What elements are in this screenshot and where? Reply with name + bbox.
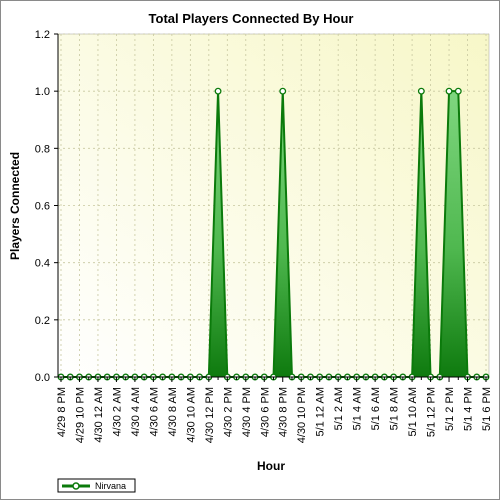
chart-title: Total Players Connected By Hour xyxy=(149,11,354,26)
x-axis-title: Hour xyxy=(257,459,285,473)
y-axis-title: Players Connected xyxy=(8,152,22,260)
x-tick-label: 5/1 12 AM xyxy=(315,387,327,437)
data-point-marker xyxy=(214,87,222,95)
y-axis-ticks: 0.0 0.2 0.4 0.6 0.8 1.0 1.2 xyxy=(35,29,58,384)
x-tick-label: 4/30 4 PM xyxy=(241,387,253,437)
x-tick-label: 4/30 2 AM xyxy=(111,387,123,437)
x-tick-label: 5/1 8 AM xyxy=(389,387,401,430)
y-tick-label: 0.4 xyxy=(35,258,50,270)
x-tick-label: 4/29 10 PM xyxy=(74,387,86,443)
x-tick-label: 4/29 8 PM xyxy=(56,387,68,437)
x-tick-label: 4/30 8 AM xyxy=(167,387,179,437)
y-tick-label: 1.2 xyxy=(35,29,50,41)
data-point-marker xyxy=(445,87,453,95)
x-tick-label: 4/30 10 AM xyxy=(185,387,197,443)
legend-swatch-marker xyxy=(72,482,80,490)
data-point-marker xyxy=(454,87,462,95)
series-area-fill xyxy=(61,91,486,378)
x-tick-label: 4/30 6 PM xyxy=(259,387,271,437)
x-tick-label: 5/1 10 AM xyxy=(407,387,419,437)
x-tick-label: 5/1 4 PM xyxy=(463,387,475,431)
y-tick-label: 0.8 xyxy=(35,143,50,155)
legend: Nirvana xyxy=(57,478,136,493)
x-tick-label: 4/30 12 AM xyxy=(93,387,105,443)
legend-label: Nirvana xyxy=(95,481,126,491)
x-tick-label: 5/1 12 PM xyxy=(426,387,438,437)
x-tick-label: 4/30 2 PM xyxy=(222,387,234,437)
y-tick-label: 0.6 xyxy=(35,201,50,213)
y-tick-label: 0.2 xyxy=(35,315,50,327)
x-tick-label: 5/1 6 PM xyxy=(481,387,493,431)
x-tick-label: 5/1 6 AM xyxy=(370,387,382,430)
y-tick-label: 0.0 xyxy=(35,372,50,384)
data-point-marker xyxy=(417,87,425,95)
y-tick-label: 1.0 xyxy=(35,86,50,98)
x-tick-label: 5/1 4 AM xyxy=(352,387,364,430)
x-tick-label: 4/30 12 PM xyxy=(204,387,216,443)
x-tick-label: 4/30 6 AM xyxy=(148,387,160,437)
data-point-marker xyxy=(279,87,287,95)
x-tick-label: 4/30 4 AM xyxy=(130,387,142,437)
x-tick-label: 4/30 8 PM xyxy=(278,387,290,437)
x-tick-label: 5/1 2 PM xyxy=(444,387,456,431)
x-tick-label: 5/1 2 AM xyxy=(333,387,345,430)
x-tick-label: 4/30 10 PM xyxy=(296,387,308,443)
x-axis-ticks: 4/29 8 PM 4/29 10 PM 4/30 12 AM 4/30 2 AM 4/… xyxy=(56,377,493,443)
